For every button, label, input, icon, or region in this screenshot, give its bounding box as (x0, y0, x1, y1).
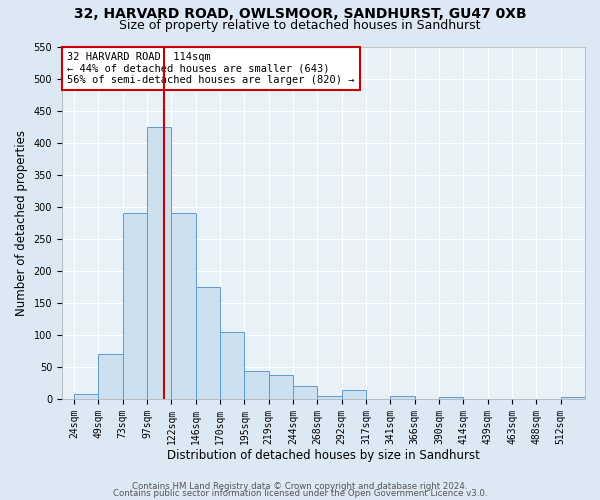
Text: Size of property relative to detached houses in Sandhurst: Size of property relative to detached ho… (119, 18, 481, 32)
X-axis label: Distribution of detached houses by size in Sandhurst: Distribution of detached houses by size … (167, 450, 480, 462)
Text: 32, HARVARD ROAD, OWLSMOOR, SANDHURST, GU47 0XB: 32, HARVARD ROAD, OWLSMOOR, SANDHURST, G… (74, 8, 526, 22)
Bar (123, 213, 147, 399)
Bar (439, 397, 463, 399)
Bar (293, 386, 317, 399)
Bar (196, 287, 220, 399)
Bar (147, 126, 172, 399)
Bar (244, 372, 269, 399)
Bar (74, 394, 98, 399)
Bar (172, 213, 196, 399)
Bar (220, 332, 244, 399)
Text: Contains HM Land Registry data © Crown copyright and database right 2024.: Contains HM Land Registry data © Crown c… (132, 482, 468, 491)
Bar (560, 397, 585, 399)
Text: 32 HARVARD ROAD: 114sqm
← 44% of detached houses are smaller (643)
56% of semi-d: 32 HARVARD ROAD: 114sqm ← 44% of detache… (67, 52, 355, 85)
Bar (391, 396, 415, 399)
Bar (98, 354, 123, 399)
Text: Contains public sector information licensed under the Open Government Licence v3: Contains public sector information licen… (113, 489, 487, 498)
Bar (317, 396, 341, 399)
Y-axis label: Number of detached properties: Number of detached properties (15, 130, 28, 316)
Bar (341, 390, 366, 399)
Bar (269, 374, 293, 399)
